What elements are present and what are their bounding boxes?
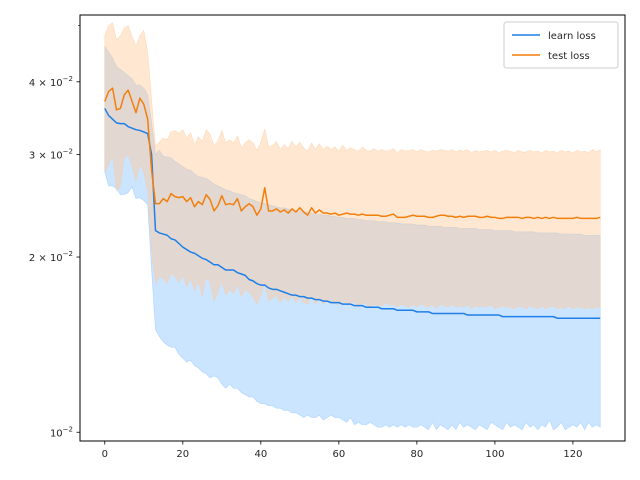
- x-tick-label: 60: [332, 449, 345, 460]
- y-tick-label: 4 × 10−2: [29, 75, 73, 89]
- x-axis: 0 20 40 60 80 100 120: [102, 441, 582, 460]
- x-tick-label: 40: [254, 449, 267, 460]
- y-tick-label: 2 × 10−2: [29, 250, 73, 264]
- learn-loss-band: [104, 45, 601, 431]
- x-tick-label: 0: [102, 449, 108, 460]
- x-tick-label: 20: [176, 449, 189, 460]
- x-tick-label: 120: [563, 449, 582, 460]
- test-loss-band: [104, 22, 601, 310]
- legend-box: [503, 21, 619, 69]
- legend-label-test-loss: test loss: [548, 51, 590, 62]
- x-tick-label: 100: [485, 449, 504, 460]
- y-tick-label: 3 × 10−2: [29, 148, 73, 162]
- plot-frame: [79, 14, 626, 442]
- legend-label-learn-loss: learn loss: [548, 31, 596, 42]
- y-tick-label: 10−2: [50, 425, 73, 439]
- legend: learn loss test loss: [503, 21, 619, 69]
- learn-loss-line: [104, 108, 601, 319]
- x-tick-label: 80: [411, 449, 424, 460]
- confidence-bands: [104, 22, 601, 431]
- test-loss-line: [104, 87, 601, 220]
- y-axis: 10−2 2 × 10−2 3 × 10−2 4 × 10−2: [29, 25, 80, 439]
- series-lines: [104, 87, 601, 319]
